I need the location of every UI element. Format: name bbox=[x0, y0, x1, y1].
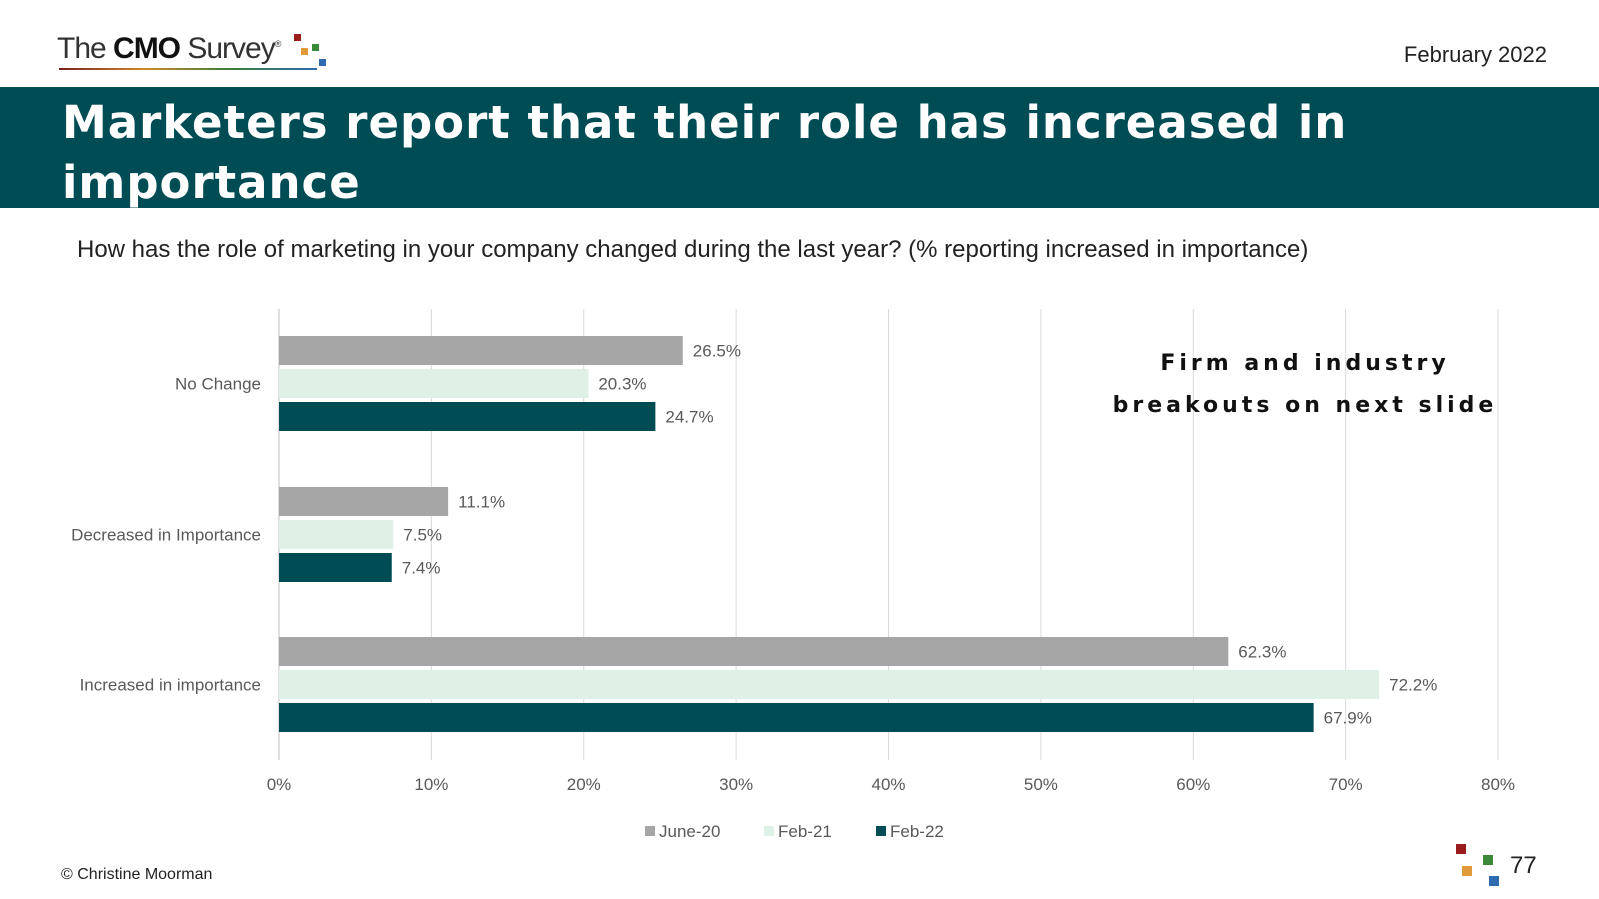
report-date: February 2022 bbox=[1403, 42, 1547, 67]
legend-swatch bbox=[764, 826, 774, 836]
bar bbox=[279, 553, 392, 582]
logo-square-orange bbox=[301, 48, 308, 55]
data-label: 26.5% bbox=[693, 342, 741, 361]
survey-question: How has the role of marketing in your co… bbox=[77, 236, 1309, 263]
title-banner: Marketers report that their role has inc… bbox=[0, 87, 1599, 269]
breakouts-note: Firm and industry breakouts on next slid… bbox=[1090, 343, 1520, 427]
legend-label: Feb-22 bbox=[890, 822, 944, 841]
breakouts-note-line-1: Firm and industry bbox=[1160, 351, 1450, 376]
category-label: Decreased in Importance bbox=[71, 526, 261, 545]
x-tick-label: 20% bbox=[567, 775, 601, 794]
x-tick-label: 50% bbox=[1024, 775, 1058, 794]
footer-square-red bbox=[1456, 844, 1466, 854]
logo-text-post: Survey bbox=[180, 32, 275, 65]
legend-label: June-20 bbox=[659, 822, 720, 841]
x-tick-label: 0% bbox=[267, 775, 292, 794]
x-tick-label: 70% bbox=[1329, 775, 1363, 794]
legend-swatch bbox=[876, 826, 886, 836]
data-label: 7.4% bbox=[402, 559, 441, 578]
logo-square-blue bbox=[319, 59, 326, 66]
category-label: No Change bbox=[175, 375, 261, 394]
footer-square-blue bbox=[1489, 876, 1499, 886]
data-label: 67.9% bbox=[1324, 709, 1372, 728]
x-tick-label: 40% bbox=[871, 775, 905, 794]
bar bbox=[279, 336, 683, 365]
footer-square-green bbox=[1483, 855, 1493, 865]
data-label: 11.1% bbox=[458, 493, 505, 512]
logo-square-red bbox=[294, 34, 301, 41]
bar bbox=[279, 487, 449, 516]
data-label: 20.3% bbox=[598, 375, 646, 394]
data-label: 72.2% bbox=[1389, 676, 1437, 695]
bar bbox=[279, 703, 1314, 732]
x-tick-label: 10% bbox=[414, 775, 448, 794]
bar bbox=[279, 637, 1229, 666]
x-tick-label: 30% bbox=[719, 775, 753, 794]
logo-registered-mark: ® bbox=[274, 39, 282, 49]
category-label: Increased in importance bbox=[80, 676, 261, 695]
logo-square-green bbox=[312, 44, 319, 51]
legend-swatch bbox=[645, 826, 655, 836]
slide-title: Marketers report that their role has inc… bbox=[62, 93, 1562, 273]
logo-text-bold: CMO bbox=[113, 32, 181, 65]
logo-text: The CMO Survey® bbox=[57, 32, 282, 66]
slide-title-line-1: Marketers report that their role has inc… bbox=[62, 96, 1348, 209]
slide-title-line-2: during the last year, continuing a two-y… bbox=[62, 216, 1353, 269]
logo-text-pre: The bbox=[57, 32, 114, 65]
bar bbox=[279, 369, 589, 398]
data-label: 24.7% bbox=[665, 408, 713, 427]
bar bbox=[279, 520, 394, 549]
footer-square-orange bbox=[1462, 866, 1472, 876]
page-number: 77 bbox=[1510, 852, 1537, 879]
legend-label: Feb-21 bbox=[778, 822, 832, 841]
logo-underline bbox=[59, 68, 317, 70]
data-label: 7.5% bbox=[403, 526, 442, 545]
copyright: © Christine Moorman bbox=[61, 866, 213, 883]
x-tick-label: 80% bbox=[1481, 775, 1515, 794]
x-tick-label: 60% bbox=[1176, 775, 1210, 794]
bar bbox=[279, 402, 656, 431]
bar bbox=[279, 670, 1380, 699]
data-label: 62.3% bbox=[1238, 643, 1286, 662]
breakouts-note-line-2: breakouts on next slide bbox=[1112, 393, 1498, 418]
